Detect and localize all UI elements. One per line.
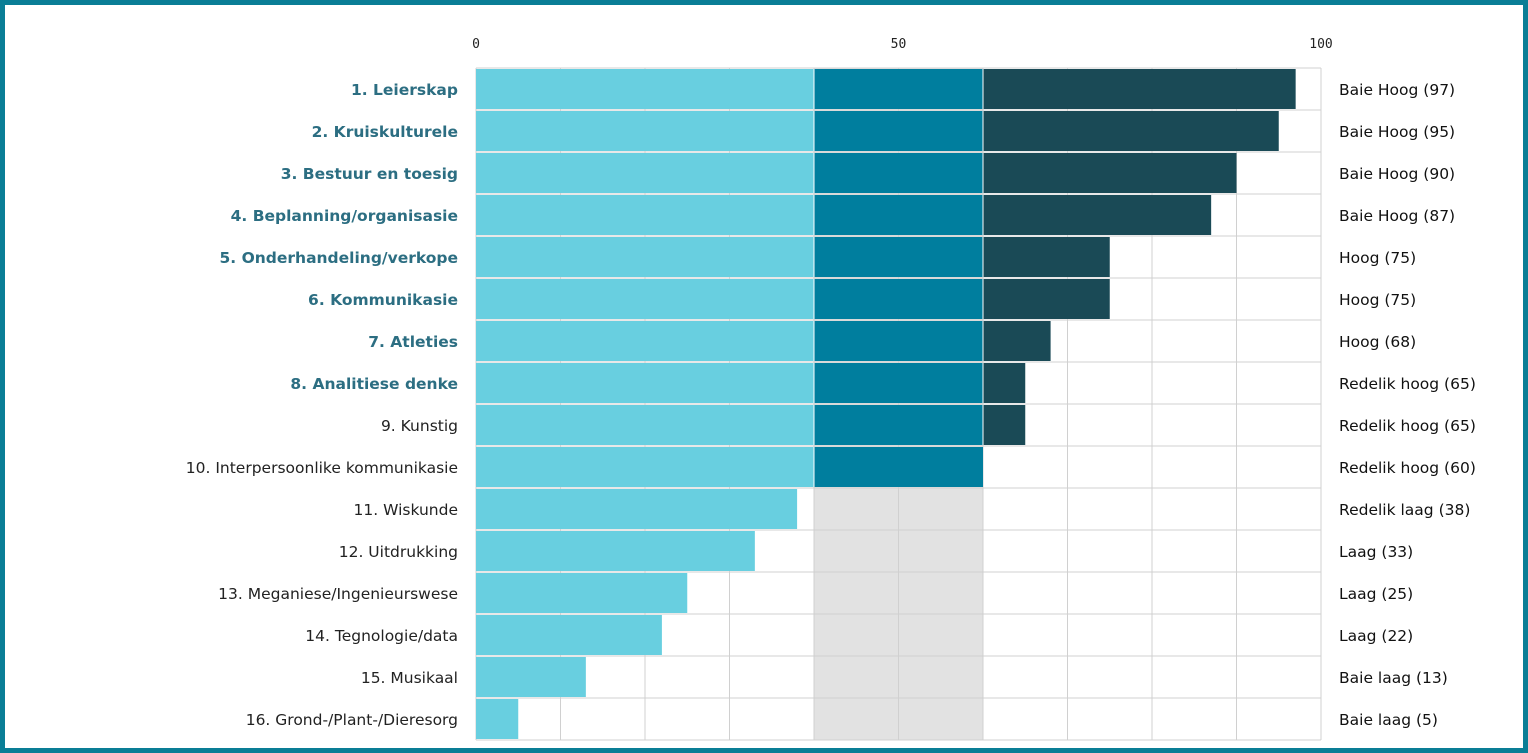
- bar-segment-low: [476, 615, 662, 655]
- bar-segment-mid: [814, 195, 983, 235]
- rating-label: Redelik hoog (65): [1339, 417, 1476, 435]
- bar-segment-mid: [814, 363, 983, 403]
- bar-segment-mid: [814, 405, 983, 445]
- x-tick-label: 0: [472, 37, 480, 52]
- rating-label: Baie laag (13): [1339, 669, 1448, 687]
- category-label: 12. Uitdrukking: [339, 543, 458, 561]
- bar-segment-mid: [814, 237, 983, 277]
- category-label: 15. Musikaal: [361, 669, 458, 687]
- category-label: 14. Tegnologie/data: [305, 627, 458, 645]
- bar-segment-low: [476, 321, 814, 361]
- bar-segment-high: [983, 69, 1296, 109]
- category-label: 9. Kunstig: [381, 417, 458, 435]
- bar-segment-low: [476, 195, 814, 235]
- bar-segment-low: [476, 573, 688, 613]
- bar-segment-mid: [814, 69, 983, 109]
- rating-label: Hoog (75): [1339, 291, 1416, 309]
- bar-segment-mid: [814, 279, 983, 319]
- bar-segment-mid: [814, 153, 983, 193]
- bar-segment-high: [983, 195, 1212, 235]
- category-label: 5. Onderhandeling/verkope: [220, 249, 459, 267]
- bar-segment-high: [983, 405, 1026, 445]
- rating-label: Redelik hoog (60): [1339, 459, 1476, 477]
- category-label: 1. Leierskap: [351, 81, 458, 99]
- bar-segment-low: [476, 699, 519, 739]
- rating-label: Baie laag (5): [1339, 711, 1438, 729]
- interest-bar-chart: 0 50 100 1. Leierskap Baie Hoog (97) 2. Kruis…: [186, 37, 1476, 741]
- rating-label: Laag (33): [1339, 543, 1413, 561]
- bar-segment-mid: [814, 447, 983, 487]
- category-label: 13. Meganiese/Ingenieurswese: [218, 585, 458, 603]
- bar-segment-low: [476, 447, 814, 487]
- category-label: 10. Interpersoonlike kommunikasie: [186, 459, 458, 477]
- bar-segment-low: [476, 69, 814, 109]
- rating-label: Baie Hoog (97): [1339, 81, 1455, 99]
- bar-segment-high: [983, 153, 1237, 193]
- bar-segment-high: [983, 237, 1110, 277]
- bar-segment-high: [983, 321, 1051, 361]
- category-label: 4. Beplanning/organisasie: [231, 207, 458, 225]
- bar-segment-high: [983, 111, 1279, 151]
- bar-segment-low: [476, 489, 798, 529]
- rating-label: Baie Hoog (95): [1339, 123, 1455, 141]
- bar-segment-low: [476, 279, 814, 319]
- bar-segment-mid: [814, 321, 983, 361]
- rating-label: Baie Hoog (87): [1339, 207, 1455, 225]
- bar-segment-low: [476, 237, 814, 277]
- bar-segment-high: [983, 363, 1026, 403]
- bar-segment-low: [476, 363, 814, 403]
- category-label: 2. Kruiskulturele: [312, 123, 458, 141]
- x-tick-label: 100: [1309, 37, 1332, 52]
- rating-label: Laag (25): [1339, 585, 1413, 603]
- category-label: 16. Grond-/Plant-/Dieresorg: [246, 711, 458, 729]
- bar-segment-low: [476, 531, 755, 571]
- bar-segment-low: [476, 657, 586, 697]
- category-label: 3. Bestuur en toesig: [281, 165, 458, 183]
- rating-label: Redelik hoog (65): [1339, 375, 1476, 393]
- bar-segment-low: [476, 111, 814, 151]
- category-label: 8. Analitiese denke: [290, 375, 458, 393]
- category-label: 11. Wiskunde: [354, 501, 458, 519]
- rating-label: Hoog (75): [1339, 249, 1416, 267]
- rating-label: Baie Hoog (90): [1339, 165, 1455, 183]
- category-label: 6. Kommunikasie: [308, 291, 458, 309]
- bar-segment-low: [476, 405, 814, 445]
- bar-segment-high: [983, 279, 1110, 319]
- bar-segment-mid: [814, 111, 983, 151]
- category-label: 7. Atleties: [368, 333, 458, 351]
- bar-segment-low: [476, 153, 814, 193]
- rating-label: Hoog (68): [1339, 333, 1416, 351]
- rating-label: Redelik laag (38): [1339, 501, 1470, 519]
- x-tick-label: 50: [891, 37, 907, 52]
- rating-label: Laag (22): [1339, 627, 1413, 645]
